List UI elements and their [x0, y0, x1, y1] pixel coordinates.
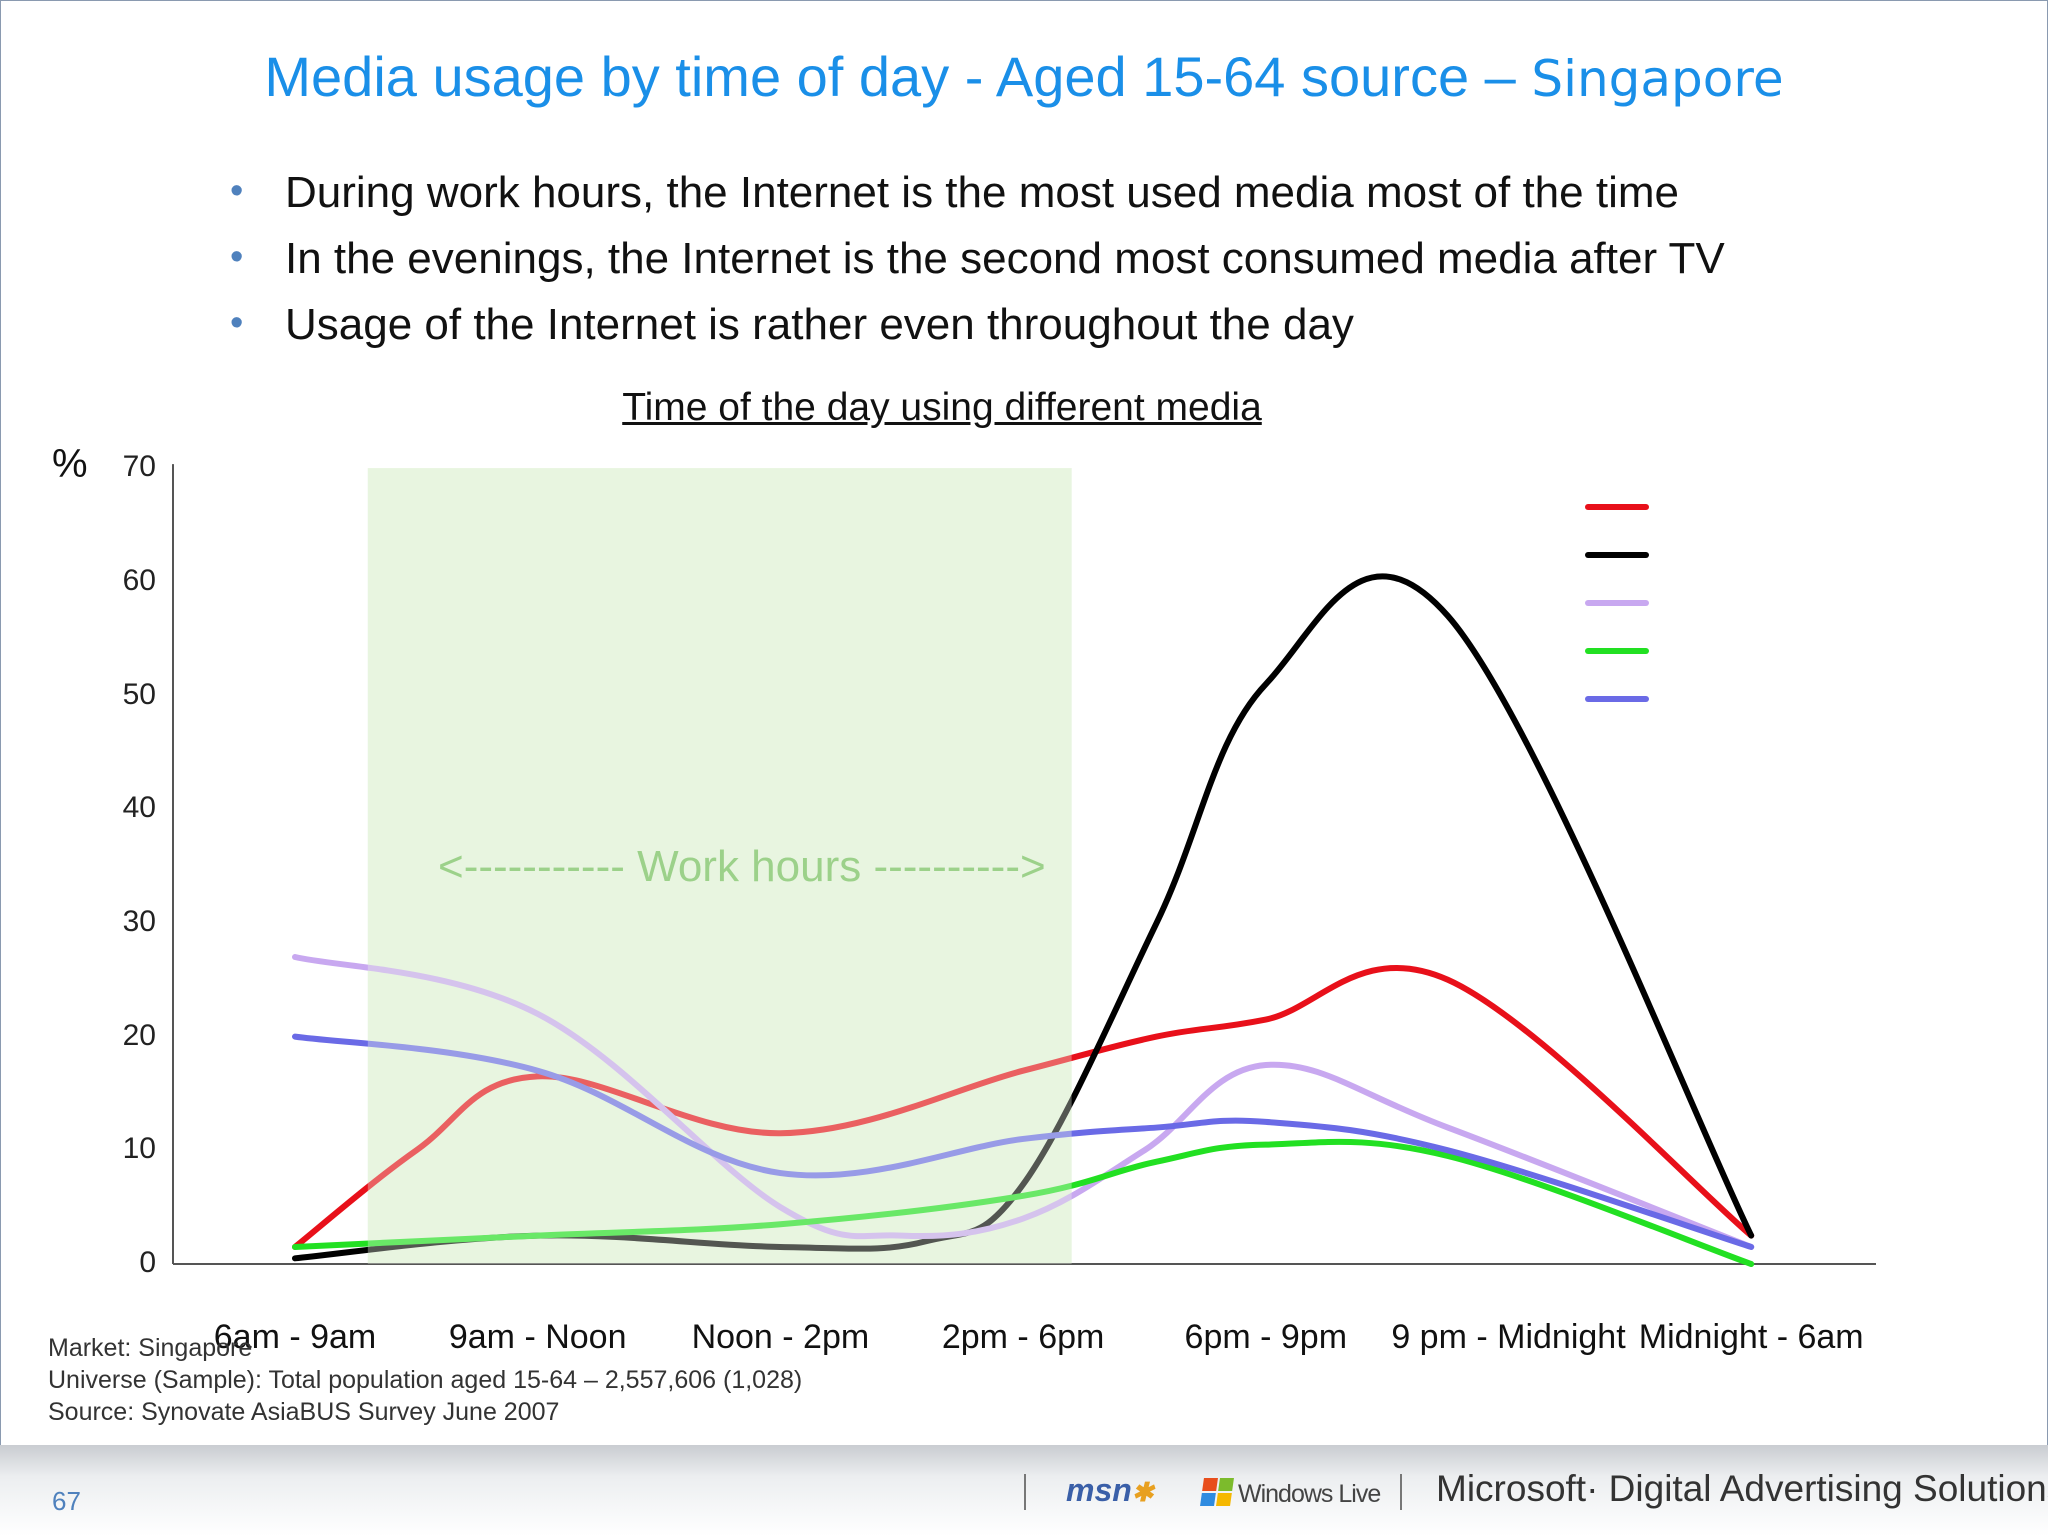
- x-tick-label: 9am - Noon: [448, 1318, 627, 1356]
- bullet-dot-icon: •: [230, 302, 244, 344]
- slide-title: Media usage by time of day - Aged 15-64 …: [0, 44, 2048, 109]
- windows-flag-icon: [1200, 1478, 1234, 1506]
- title-sub: Singapore: [1531, 50, 1784, 108]
- y-tick-label: 40: [122, 791, 156, 825]
- source-notes: Market: Singapore Universe (Sample): Tot…: [48, 1332, 802, 1428]
- footer-divider: [1400, 1474, 1402, 1510]
- y-axis-label: %: [52, 442, 88, 486]
- y-tick-label: 70: [122, 450, 156, 484]
- y-tick-label: 60: [122, 563, 156, 597]
- series-line-5: [292, 1033, 1755, 1250]
- bullet-text: In the evenings, the Internet is the sec…: [285, 234, 1725, 283]
- chart-title: Time of the day using different media: [622, 386, 1262, 429]
- bullet-text: Usage of the Internet is rather even thr…: [285, 300, 1354, 349]
- windows-live-logo: Windows Live: [1238, 1480, 1381, 1508]
- microsoft-brand-logo: Microsoft· Digital Advertising Solutions: [1436, 1468, 2048, 1509]
- x-tick-label: 6pm - 9pm: [1184, 1318, 1348, 1356]
- note-market: Market: Singapore: [48, 1334, 253, 1362]
- msn-logo: msn✱: [1066, 1472, 1154, 1508]
- y-tick-label: 20: [122, 1018, 156, 1052]
- bullet-dot-icon: •: [230, 236, 244, 278]
- page-number: 67: [52, 1486, 81, 1516]
- x-tick-label: Noon - 2pm: [691, 1318, 870, 1356]
- y-tick-label: 0: [139, 1246, 156, 1279]
- bullet-item: • In the evenings, the Internet is the se…: [230, 234, 1725, 300]
- note-universe: Universe (Sample): Total population aged…: [48, 1366, 803, 1394]
- bullet-item: • During work hours, the Internet is the …: [230, 168, 1725, 234]
- y-tick-label: 50: [122, 677, 156, 711]
- butterfly-icon: ✱: [1131, 1477, 1154, 1507]
- bullet-item: • Usage of the Internet is rather even th…: [230, 300, 1725, 366]
- series-line-1: [292, 965, 1755, 1250]
- bullet-dot-icon: •: [230, 170, 244, 212]
- line-chart: [172, 464, 1876, 1267]
- series-line-2: [292, 573, 1755, 1262]
- work-hours-band: [367, 468, 1072, 1265]
- x-tick-label: Midnight - 6am: [1638, 1318, 1864, 1356]
- bullet-list: • During work hours, the Internet is the …: [230, 168, 1725, 366]
- y-tick-label: 30: [122, 904, 156, 938]
- y-tick-label: 10: [122, 1132, 156, 1166]
- x-tick-label: 2pm - 6pm: [941, 1318, 1105, 1356]
- footer-divider: [1024, 1474, 1026, 1510]
- note-source: Source: Synovate AsiaBUS Survey June 200…: [48, 1398, 560, 1426]
- title-main: Media usage by time of day - Aged 15-64 …: [264, 45, 1532, 108]
- series-line-4: [292, 1138, 1755, 1267]
- series-line-3: [292, 954, 1755, 1250]
- work-hours-annotation: <----------- Work hours ---------->: [438, 842, 1046, 891]
- x-tick-label: 9 pm - Midnight: [1391, 1318, 1626, 1356]
- work-hours-overlay: [367, 468, 1072, 1265]
- bullet-text: During work hours, the Internet is the m…: [285, 168, 1679, 217]
- x-tick-label: 6am - 9am: [213, 1318, 377, 1356]
